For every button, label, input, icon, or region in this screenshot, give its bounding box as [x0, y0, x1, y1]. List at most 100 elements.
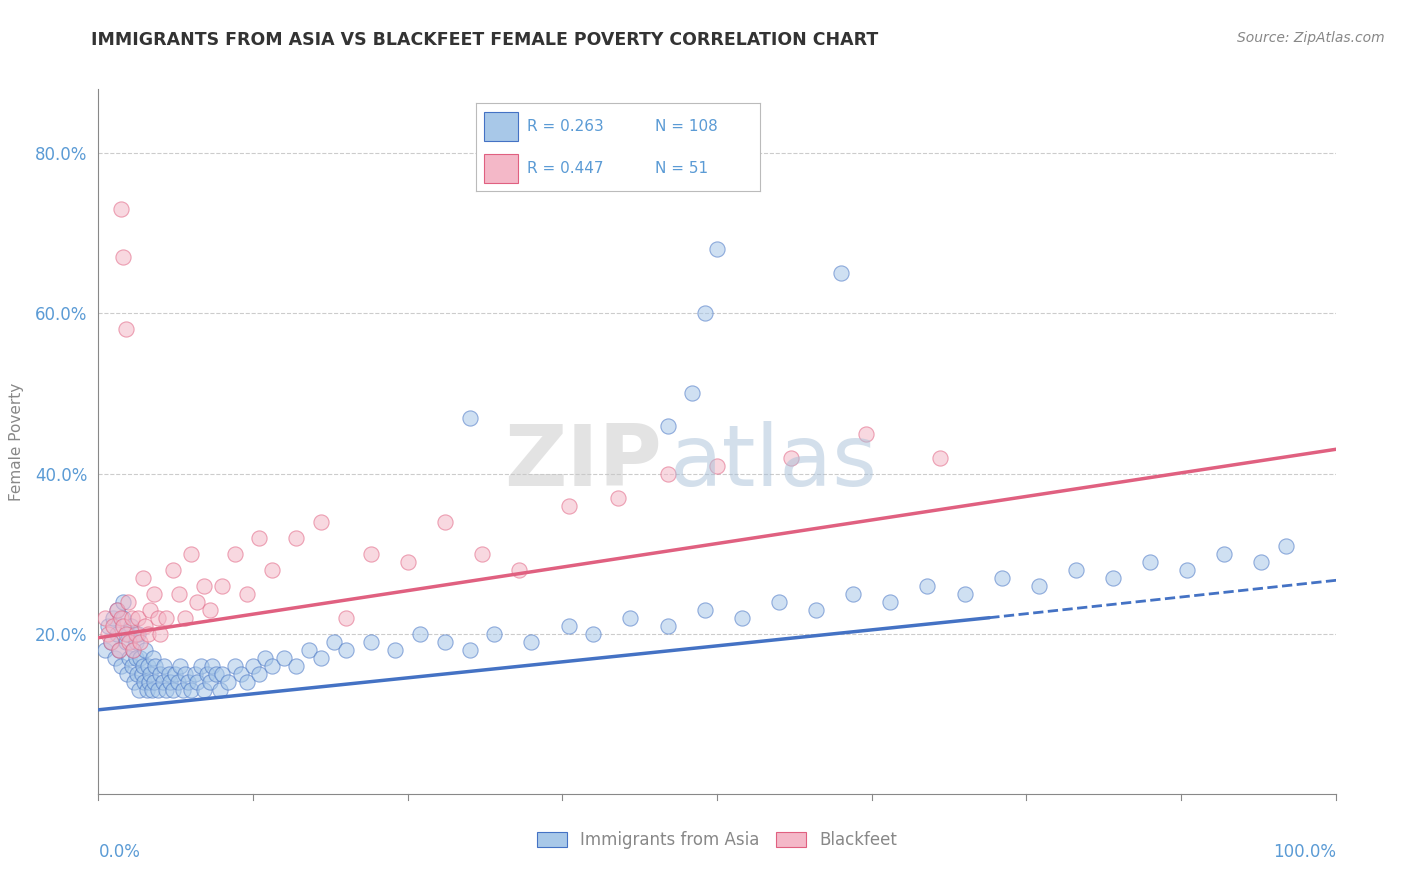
Point — [384, 642, 406, 657]
Point — [159, 674, 181, 689]
Point — [335, 642, 357, 657]
Point — [142, 650, 165, 665]
Point — [108, 642, 131, 657]
Point — [247, 531, 270, 545]
Point — [242, 658, 264, 673]
Point — [582, 626, 605, 640]
Point — [174, 610, 197, 624]
Point — [198, 603, 221, 617]
Point — [731, 610, 754, 624]
Point — [657, 618, 679, 632]
Point — [557, 499, 579, 513]
Point — [167, 587, 190, 601]
Point — [112, 610, 135, 624]
Point — [139, 666, 162, 681]
Text: ZIP: ZIP — [503, 421, 661, 504]
Point — [117, 626, 139, 640]
Point — [247, 666, 270, 681]
Point — [657, 467, 679, 481]
Text: Source: ZipAtlas.com: Source: ZipAtlas.com — [1237, 31, 1385, 45]
Point — [112, 595, 135, 609]
Text: 100.0%: 100.0% — [1272, 843, 1336, 861]
Point — [830, 266, 852, 280]
Point — [97, 626, 120, 640]
Point — [172, 682, 194, 697]
Point — [103, 618, 125, 632]
Point — [115, 666, 138, 681]
Point — [855, 426, 877, 441]
Point — [409, 626, 432, 640]
Point — [127, 626, 149, 640]
Point — [138, 674, 160, 689]
Text: IMMIGRANTS FROM ASIA VS BLACKFEET FEMALE POVERTY CORRELATION CHART: IMMIGRANTS FROM ASIA VS BLACKFEET FEMALE… — [91, 31, 879, 49]
Point — [520, 634, 543, 648]
Point — [780, 450, 803, 465]
Point — [360, 634, 382, 648]
Point — [458, 642, 481, 657]
Y-axis label: Female Poverty: Female Poverty — [8, 383, 24, 500]
Point — [195, 666, 218, 681]
Point — [557, 618, 579, 632]
Point — [184, 666, 207, 681]
Point — [193, 579, 215, 593]
Point — [128, 682, 150, 697]
Point — [129, 650, 152, 665]
Point — [132, 658, 155, 673]
Point — [285, 658, 308, 673]
Point — [681, 386, 703, 401]
Point — [236, 674, 259, 689]
Point — [100, 634, 122, 648]
Text: 0.0%: 0.0% — [98, 843, 141, 861]
Point — [93, 610, 115, 624]
Point — [953, 587, 976, 601]
Point — [124, 626, 146, 640]
Point — [990, 571, 1012, 585]
Point — [273, 650, 295, 665]
Point — [110, 610, 132, 624]
Point — [1028, 579, 1050, 593]
Point — [110, 658, 132, 673]
Point — [879, 595, 901, 609]
Point — [180, 547, 202, 561]
Text: atlas: atlas — [671, 421, 877, 504]
Point — [97, 618, 120, 632]
Point — [1213, 547, 1236, 561]
Point — [298, 642, 321, 657]
Point — [236, 587, 259, 601]
Point — [1175, 563, 1198, 577]
Point — [117, 595, 139, 609]
Point — [174, 666, 197, 681]
Point — [706, 458, 728, 473]
Point — [693, 306, 716, 320]
Point — [1102, 571, 1125, 585]
Point — [132, 571, 155, 585]
Point — [121, 658, 143, 673]
Point — [129, 634, 152, 648]
Point — [110, 202, 132, 217]
Point — [619, 610, 641, 624]
Point — [114, 634, 136, 648]
Point — [768, 595, 790, 609]
Point — [224, 547, 246, 561]
Point — [706, 243, 728, 257]
Point — [211, 666, 233, 681]
Point — [122, 642, 145, 657]
Point — [112, 618, 135, 632]
Point — [433, 515, 456, 529]
Legend: Immigrants from Asia, Blackfeet: Immigrants from Asia, Blackfeet — [530, 825, 904, 856]
Point — [484, 626, 506, 640]
Point — [124, 650, 146, 665]
Point — [804, 603, 827, 617]
Point — [134, 674, 156, 689]
Point — [146, 610, 169, 624]
Point — [180, 682, 202, 697]
Point — [93, 642, 115, 657]
Point — [127, 610, 149, 624]
Point — [335, 610, 357, 624]
Point — [155, 610, 177, 624]
Point — [309, 515, 332, 529]
Point — [100, 634, 122, 648]
Point — [131, 666, 153, 681]
Point — [155, 682, 177, 697]
Point — [103, 610, 125, 624]
